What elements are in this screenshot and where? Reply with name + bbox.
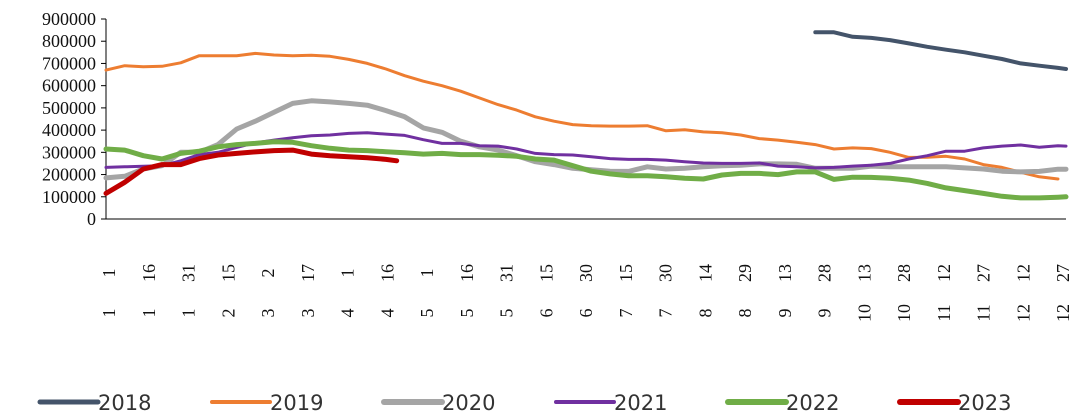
legend-label-2018: 2018 xyxy=(98,391,151,413)
x-tick-month: 1 xyxy=(179,309,199,318)
x-tick-month: 9 xyxy=(775,309,795,318)
series-line-2018 xyxy=(813,30,1068,71)
x-tick-month: 1 xyxy=(99,309,119,318)
x-tick-day: 31 xyxy=(497,264,517,282)
y-tick-label: 600000 xyxy=(42,76,96,96)
x-tick-month: 5 xyxy=(497,309,517,318)
x-tick-day: 30 xyxy=(576,264,596,282)
x-tick-month: 12 xyxy=(1053,304,1073,322)
x-tick-day: 1 xyxy=(99,269,119,278)
x-tick-day: 30 xyxy=(656,264,676,282)
legend-label-2023: 2023 xyxy=(958,391,1011,413)
legend: 2018 2019 2020 2021 2022 2023 xyxy=(37,391,1011,413)
x-axis: 1116131115223173141641516531515630615730… xyxy=(99,218,1073,322)
x-tick-month: 8 xyxy=(695,309,715,318)
series-line-2020 xyxy=(103,98,1069,181)
x-tick-day: 16 xyxy=(139,264,159,282)
legend-label-2021: 2021 xyxy=(614,391,667,413)
y-tick-label: 200000 xyxy=(42,165,96,185)
x-tick-month: 11 xyxy=(974,304,994,321)
legend-label-2019: 2019 xyxy=(270,391,323,413)
series-line-2023 xyxy=(103,147,400,196)
x-tick-day: 28 xyxy=(815,264,835,282)
x-tick-day: 12 xyxy=(934,264,954,282)
y-tick-label: 900000 xyxy=(42,9,96,29)
x-tick-month: 8 xyxy=(735,309,755,318)
x-tick-month: 3 xyxy=(298,309,318,318)
x-tick-month: 6 xyxy=(576,309,596,318)
y-tick-label: 700000 xyxy=(42,53,96,73)
y-tick-label: 0 xyxy=(87,209,96,229)
x-tick-day: 2 xyxy=(258,269,278,278)
x-tick-day: 27 xyxy=(974,264,994,282)
x-tick-month: 12 xyxy=(1013,304,1033,322)
x-tick-day: 16 xyxy=(377,264,397,282)
x-tick-day: 15 xyxy=(616,264,636,282)
y-tick-label: 400000 xyxy=(42,120,96,140)
x-tick-month: 6 xyxy=(536,309,556,318)
x-tick-month: 4 xyxy=(377,309,397,318)
x-tick-day: 15 xyxy=(218,264,238,282)
x-tick-month: 5 xyxy=(457,309,477,318)
x-tick-day: 29 xyxy=(735,264,755,282)
series-layer xyxy=(103,30,1069,201)
series-line-2019 xyxy=(104,51,1060,181)
x-tick-month: 9 xyxy=(815,309,835,318)
y-tick-label: 800000 xyxy=(42,31,96,51)
x-tick-month: 5 xyxy=(417,309,437,318)
y-tick-label: 300000 xyxy=(42,142,96,162)
x-tick-day: 13 xyxy=(854,264,874,282)
x-tick-month: 1 xyxy=(139,309,159,318)
x-tick-month: 4 xyxy=(338,309,358,318)
x-tick-day: 28 xyxy=(894,264,914,282)
legend-label-2022: 2022 xyxy=(786,391,839,413)
x-tick-month: 3 xyxy=(258,309,278,318)
x-tick-day: 16 xyxy=(457,264,477,282)
x-tick-month: 7 xyxy=(656,309,676,318)
x-tick-month: 2 xyxy=(218,309,238,318)
x-tick-month: 11 xyxy=(934,304,954,321)
x-tick-day: 1 xyxy=(338,269,358,278)
series-line-2022 xyxy=(103,139,1069,201)
y-tick-label: 500000 xyxy=(42,98,96,118)
x-tick-day: 31 xyxy=(179,264,199,282)
x-tick-day: 14 xyxy=(695,264,715,282)
x-tick-day: 15 xyxy=(536,264,556,282)
x-tick-day: 27 xyxy=(1053,264,1073,282)
x-tick-day: 1 xyxy=(417,269,437,278)
x-tick-month: 10 xyxy=(854,304,874,322)
x-tick-month: 10 xyxy=(894,304,914,322)
x-tick-day: 12 xyxy=(1013,264,1033,282)
x-tick-month: 7 xyxy=(616,309,636,318)
y-tick-label: 100000 xyxy=(42,187,96,207)
x-tick-day: 17 xyxy=(298,264,318,282)
x-tick-day: 13 xyxy=(775,264,795,282)
legend-label-2020: 2020 xyxy=(442,391,495,413)
